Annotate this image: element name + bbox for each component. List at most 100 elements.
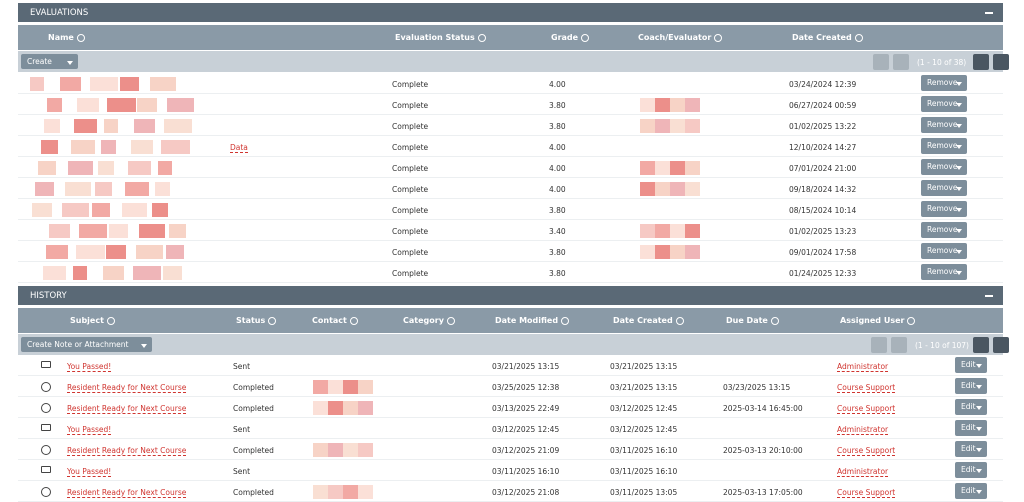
status: Completed bbox=[233, 488, 274, 497]
redacted-name bbox=[120, 77, 139, 91]
remove-button[interactable]: Remove bbox=[921, 264, 967, 280]
subject-link[interactable]: You Passed! bbox=[67, 425, 112, 435]
redacted-contact bbox=[328, 380, 343, 394]
column-header[interactable]: Name bbox=[48, 33, 85, 42]
column-header[interactable]: Contact bbox=[312, 316, 358, 325]
assigned-user[interactable]: Course Support bbox=[837, 488, 896, 498]
completed-icon bbox=[41, 382, 51, 392]
subject-link[interactable]: You Passed! bbox=[67, 467, 112, 477]
date-created: 01/02/2025 13:23 bbox=[789, 227, 857, 236]
prev-page-button[interactable] bbox=[891, 337, 907, 353]
create-button[interactable]: Create Note or Attachment bbox=[21, 337, 152, 352]
subject-link[interactable]: You Passed! bbox=[67, 362, 112, 372]
redacted-name bbox=[150, 77, 176, 91]
redacted-contact bbox=[313, 485, 328, 499]
column-header[interactable]: Coach/Evaluator bbox=[638, 33, 722, 42]
date-created: 08/15/2024 10:14 bbox=[789, 206, 857, 215]
column-header[interactable]: Grade bbox=[551, 33, 589, 42]
subject-link[interactable]: Resident Ready for Next Course bbox=[67, 404, 187, 414]
edit-button[interactable]: Edit bbox=[955, 483, 987, 499]
grade: 3.80 bbox=[549, 269, 566, 278]
assigned-user[interactable]: Administrator bbox=[837, 467, 889, 477]
redacted-name bbox=[106, 245, 126, 259]
grade: 4.00 bbox=[549, 164, 566, 173]
evaluation-status: Complete bbox=[392, 101, 429, 110]
remove-button[interactable]: Remove bbox=[921, 138, 967, 154]
column-header[interactable]: Subject bbox=[70, 316, 115, 325]
assigned-user[interactable]: Administrator bbox=[837, 362, 889, 372]
pagination-text: (1 - 10 of 38) bbox=[917, 58, 967, 67]
subject-link[interactable]: Resident Ready for Next Course bbox=[67, 446, 187, 456]
edit-button[interactable]: Edit bbox=[955, 462, 987, 478]
create-button[interactable]: Create bbox=[21, 54, 78, 69]
remove-button[interactable]: Remove bbox=[921, 96, 967, 112]
column-header[interactable]: Evaluation Status bbox=[395, 33, 486, 42]
edit-button[interactable]: Edit bbox=[955, 357, 987, 373]
remove-button[interactable]: Remove bbox=[921, 201, 967, 217]
redacted-name bbox=[30, 77, 44, 91]
completed-icon bbox=[41, 403, 51, 413]
redacted-coach bbox=[655, 182, 670, 196]
redacted-coach bbox=[670, 182, 685, 196]
collapse-button[interactable] bbox=[985, 12, 993, 14]
remove-button[interactable]: Remove bbox=[921, 159, 967, 175]
edit-button[interactable]: Edit bbox=[955, 420, 987, 436]
assigned-user[interactable]: Course Support bbox=[837, 404, 896, 414]
evaluation-status: Complete bbox=[392, 269, 429, 278]
remove-button[interactable]: Remove bbox=[921, 180, 967, 196]
collapse-button[interactable] bbox=[985, 295, 993, 297]
subject-link[interactable]: Resident Ready for Next Course bbox=[67, 383, 187, 393]
redacted-name bbox=[107, 98, 136, 112]
next-page-button[interactable] bbox=[973, 337, 989, 353]
redacted-name bbox=[76, 245, 105, 259]
assigned-user[interactable]: Course Support bbox=[837, 446, 896, 456]
edit-button[interactable]: Edit bbox=[955, 441, 987, 457]
column-header[interactable]: Date Created bbox=[792, 33, 863, 42]
remove-button[interactable]: Remove bbox=[921, 75, 967, 91]
evaluation-name[interactable]: Data bbox=[230, 143, 248, 153]
redacted-contact bbox=[358, 443, 373, 457]
first-page-button[interactable] bbox=[871, 337, 887, 353]
assigned-user[interactable]: Course Support bbox=[837, 383, 896, 393]
pagination-text: (1 - 10 of 107) bbox=[915, 341, 969, 350]
subject-link[interactable]: Resident Ready for Next Course bbox=[67, 488, 187, 498]
row-divider bbox=[18, 177, 1003, 178]
remove-button[interactable]: Remove bbox=[921, 117, 967, 133]
redacted-coach bbox=[670, 98, 685, 112]
edit-button[interactable]: Edit bbox=[955, 399, 987, 415]
remove-button[interactable]: Remove bbox=[921, 243, 967, 259]
last-page-button[interactable] bbox=[993, 337, 1009, 353]
redacted-coach bbox=[655, 119, 670, 133]
redacted-name bbox=[43, 266, 66, 280]
first-page-button[interactable] bbox=[873, 54, 889, 70]
edit-button[interactable]: Edit bbox=[955, 378, 987, 394]
redacted-coach bbox=[640, 224, 655, 238]
next-page-button[interactable] bbox=[973, 54, 989, 70]
redacted-name bbox=[49, 224, 70, 238]
column-header[interactable]: Due Date bbox=[726, 316, 779, 325]
date-created: 03/11/2025 16:10 bbox=[610, 446, 678, 455]
last-page-button[interactable] bbox=[993, 54, 1009, 70]
redacted-name bbox=[122, 203, 147, 217]
assigned-user[interactable]: Administrator bbox=[837, 425, 889, 435]
redacted-coach bbox=[685, 182, 700, 196]
redacted-name bbox=[47, 98, 62, 112]
redacted-name bbox=[139, 224, 165, 238]
column-header[interactable]: Status bbox=[236, 316, 276, 325]
status: Completed bbox=[233, 383, 274, 392]
column-header[interactable]: Assigned User bbox=[840, 316, 915, 325]
redacted-coach bbox=[655, 224, 670, 238]
prev-page-button[interactable] bbox=[893, 54, 909, 70]
row-divider bbox=[18, 135, 1003, 136]
redacted-name bbox=[46, 245, 68, 259]
remove-button[interactable]: Remove bbox=[921, 222, 967, 238]
due-date: 2025-03-13 17:05:00 bbox=[723, 488, 803, 497]
column-header[interactable]: Date Modified bbox=[495, 316, 569, 325]
completed-icon bbox=[41, 487, 51, 497]
row-divider bbox=[18, 375, 1003, 376]
column-header[interactable]: Date Created bbox=[613, 316, 684, 325]
section-title-bar bbox=[18, 286, 1003, 305]
column-header[interactable]: Category bbox=[403, 316, 455, 325]
